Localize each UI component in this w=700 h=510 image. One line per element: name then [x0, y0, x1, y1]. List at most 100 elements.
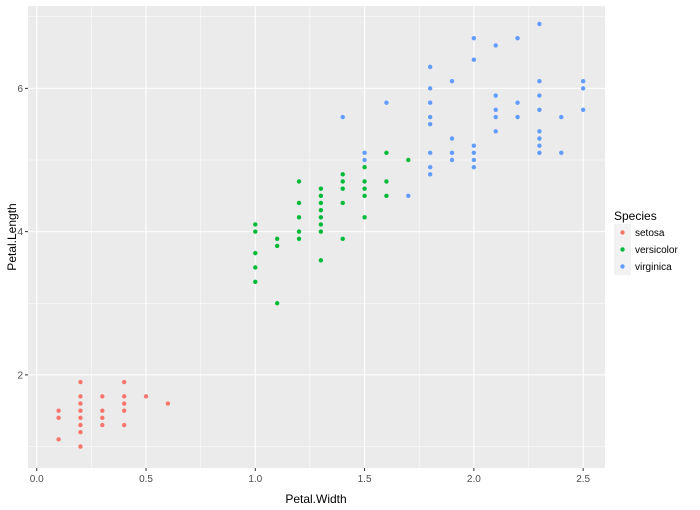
data-point-versicolor	[296, 236, 302, 241]
data-point-virginica	[449, 136, 455, 141]
data-point-virginica	[427, 64, 433, 70]
data-point-setosa	[100, 415, 105, 421]
data-point-setosa	[56, 415, 61, 421]
y-tick-label: 6	[17, 84, 23, 95]
data-point-virginica	[580, 107, 586, 113]
data-point-setosa	[78, 379, 83, 385]
data-point-virginica	[471, 57, 477, 62]
x-tick-label: 1.0	[248, 474, 262, 485]
data-point-virginica	[427, 121, 433, 127]
data-point-virginica	[559, 114, 564, 120]
data-point-setosa	[143, 394, 149, 399]
data-point-virginica	[493, 107, 498, 113]
data-point-versicolor	[318, 229, 324, 234]
data-point-setosa	[56, 437, 61, 442]
data-point-virginica	[449, 157, 455, 163]
data-point-versicolor	[318, 222, 324, 227]
data-point-versicolor	[406, 157, 411, 163]
data-point-versicolor	[362, 179, 367, 184]
data-point-virginica	[537, 21, 542, 27]
data-point-virginica	[515, 114, 520, 120]
data-points	[56, 21, 586, 449]
data-point-versicolor	[340, 236, 345, 241]
y-axis-title: Petal.Length	[5, 203, 19, 270]
data-point-versicolor	[253, 265, 258, 270]
data-point-virginica	[580, 86, 586, 91]
legend-title: Species	[614, 209, 657, 223]
y-tick-label: 2	[17, 370, 23, 381]
data-point-virginica	[471, 157, 477, 163]
data-point-virginica	[427, 164, 433, 170]
data-point-setosa	[78, 422, 83, 428]
data-point-virginica	[493, 129, 498, 134]
data-point-versicolor	[253, 279, 258, 284]
data-point-setosa	[165, 401, 171, 406]
data-point-setosa	[78, 394, 83, 399]
data-point-virginica	[340, 114, 345, 120]
data-point-virginica	[515, 100, 520, 105]
data-point-virginica	[449, 79, 455, 84]
data-point-virginica	[471, 36, 477, 41]
data-point-versicolor	[274, 236, 280, 241]
y-tick-label: 4	[17, 227, 23, 238]
data-point-versicolor	[362, 164, 367, 170]
data-point-versicolor	[318, 186, 324, 191]
data-point-virginica	[537, 93, 542, 98]
data-point-versicolor	[362, 193, 367, 199]
data-point-virginica	[493, 43, 498, 48]
legend-label-virginica: virginica	[635, 262, 672, 273]
data-point-versicolor	[253, 250, 258, 256]
data-point-setosa	[78, 429, 83, 435]
data-point-virginica	[406, 193, 411, 199]
data-point-virginica	[471, 164, 477, 170]
data-point-versicolor	[274, 243, 280, 249]
grid-minor	[28, 6, 605, 468]
data-point-virginica	[427, 86, 433, 91]
data-point-virginica	[362, 157, 367, 163]
data-point-versicolor	[384, 150, 389, 156]
data-point-setosa	[121, 379, 127, 385]
grid-major	[28, 6, 605, 468]
x-tick-label: 2.0	[467, 474, 481, 485]
data-point-virginica	[515, 36, 520, 41]
data-point-versicolor	[384, 179, 389, 184]
data-point-virginica	[493, 93, 498, 98]
data-point-versicolor	[318, 215, 324, 220]
data-point-versicolor	[340, 179, 345, 184]
data-point-setosa	[100, 394, 105, 399]
data-point-setosa	[100, 422, 105, 428]
x-tick-label: 2.5	[576, 474, 590, 485]
data-point-virginica	[427, 100, 433, 105]
data-point-virginica	[537, 79, 542, 84]
data-point-versicolor	[318, 200, 324, 206]
plot-panel	[28, 6, 605, 468]
data-point-virginica	[449, 150, 455, 156]
legend-label-setosa: setosa	[635, 228, 665, 239]
data-point-virginica	[471, 150, 477, 156]
data-point-virginica	[427, 114, 433, 120]
data-point-virginica	[580, 79, 586, 84]
data-point-versicolor	[296, 215, 302, 220]
data-point-virginica	[384, 100, 389, 105]
data-point-virginica	[471, 143, 477, 148]
data-point-versicolor	[384, 193, 389, 199]
data-point-versicolor	[362, 215, 367, 220]
data-point-virginica	[493, 114, 498, 120]
data-point-virginica	[537, 107, 542, 113]
legend: Species setosa versicolor virginica	[614, 209, 678, 275]
data-point-versicolor	[340, 200, 345, 206]
data-point-versicolor	[274, 301, 280, 306]
data-point-setosa	[121, 394, 127, 399]
x-tick-label: 0.0	[30, 474, 44, 485]
data-point-setosa	[56, 408, 61, 413]
data-point-setosa	[121, 401, 127, 406]
data-point-virginica	[537, 150, 542, 156]
x-axis-title: Petal.Width	[285, 492, 346, 506]
data-point-setosa	[121, 422, 127, 428]
legend-marker-virginica	[620, 264, 625, 269]
data-point-versicolor	[340, 186, 345, 191]
data-point-versicolor	[253, 229, 258, 234]
data-point-virginica	[537, 129, 542, 134]
y-axis: 2 4 6	[17, 84, 28, 381]
